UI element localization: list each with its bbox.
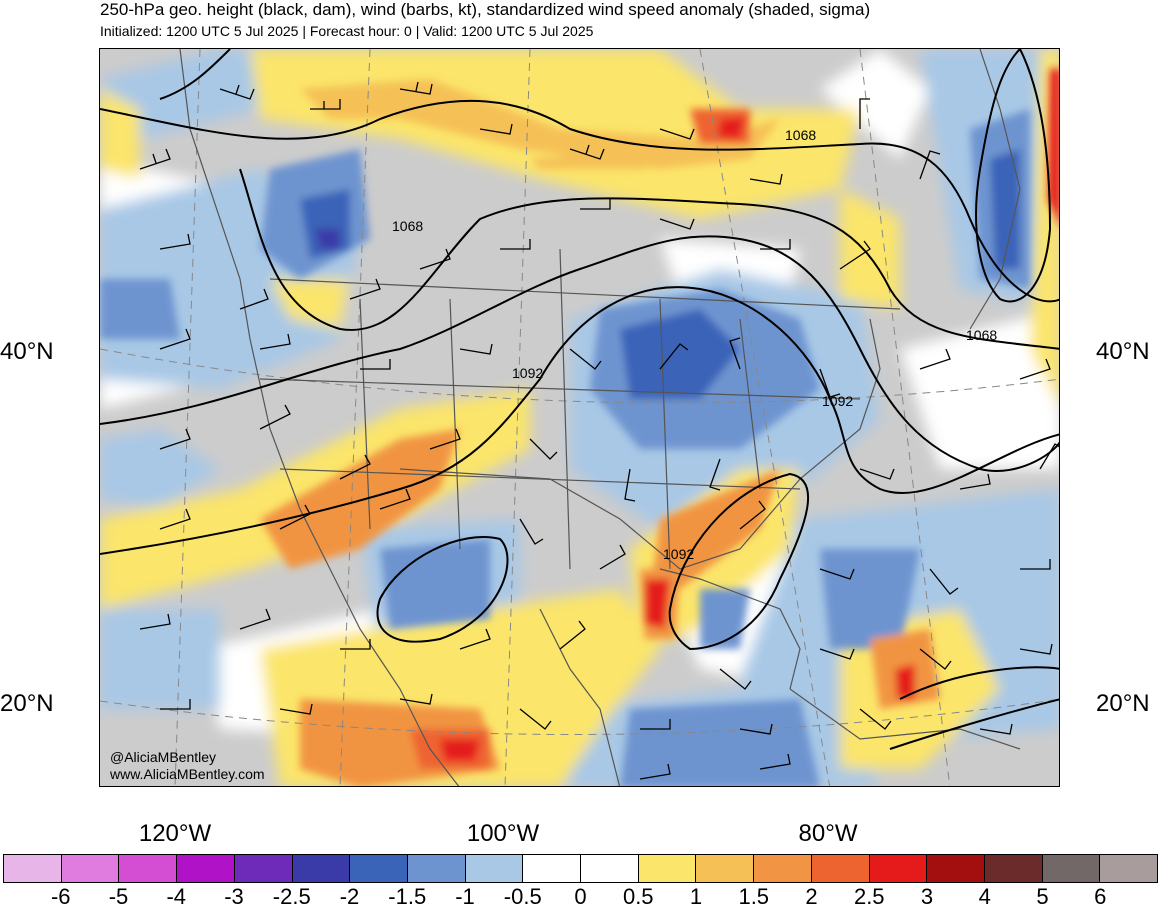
anomaly-shading-strong (100, 69, 1059, 786)
colorbar-swatch (638, 855, 697, 882)
colorbar-label: 0 (574, 884, 587, 909)
colorbar-label: -2 (339, 884, 360, 909)
colorbar-label: -2.5 (272, 884, 311, 909)
colorbar-swatch (465, 855, 524, 882)
map-panel[interactable]: 1068 1068 1068 1092 1092 1092 (99, 48, 1060, 787)
colorbar-label: 6 (1094, 884, 1107, 909)
colorbar (3, 854, 1158, 883)
contour-label: 1068 (392, 218, 423, 234)
colorbar-label: 1 (689, 884, 703, 909)
colorbar-label: 2 (805, 884, 818, 909)
lon-label-80w: 80°W (798, 820, 858, 847)
colorbar-swatch (1100, 855, 1158, 882)
graticule (100, 49, 1059, 786)
colorbar-label: 1.5 (738, 884, 770, 909)
colorbar-swatch (754, 855, 812, 882)
colorbar-swatch (61, 855, 120, 882)
lon-label-120w: 120°W (138, 820, 212, 847)
colorbar-label: 2.5 (853, 884, 885, 909)
lon-label-100w: 100°W (466, 820, 540, 847)
colorbar-label: -5 (108, 884, 129, 909)
colorbar-swatch (119, 855, 178, 882)
contour-label: 1092 (663, 546, 694, 562)
political-borders (179, 49, 1021, 786)
colorbar-label: -4 (166, 884, 187, 909)
colorbar-swatch (234, 855, 293, 882)
height-contours (100, 49, 1059, 750)
contour-label: 1092 (822, 393, 853, 409)
colorbar-label: -1.5 (388, 884, 427, 909)
credit-handle: @AliciaMBentley (110, 749, 217, 765)
colorbar-swatch (869, 855, 928, 882)
contour-label: 1068 (785, 127, 816, 143)
credit-website: www.AliciaMBentley.com (110, 766, 265, 782)
colorbar-label: -6 (50, 884, 71, 909)
colorbar-label: -3 (224, 884, 244, 909)
map-canvas: 1068 1068 1068 1092 1092 1092 (100, 49, 1059, 786)
colorbar-label: 3 (920, 884, 934, 909)
lat-label-40n-left: 40°N (0, 338, 54, 365)
colorbar-swatch (177, 855, 235, 882)
chart-subtitle: Initialized: 1200 UTC 5 Jul 2025 | Forec… (100, 23, 594, 39)
colorbar-label: 4 (978, 884, 991, 909)
colorbar-swatch (811, 855, 870, 882)
colorbar-swatch (350, 855, 408, 882)
wind-barbs (139, 81, 1059, 780)
contour-label: 1092 (512, 365, 543, 381)
lat-label-20n-right: 20°N (1096, 690, 1150, 717)
colorbar-swatch (523, 855, 582, 882)
lat-label-20n-left: 20°N (0, 690, 54, 717)
lat-label-40n-right: 40°N (1096, 338, 1150, 365)
contour-label-group: 1068 1068 1068 1092 1092 1092 (392, 127, 997, 562)
chart-title: 250-hPa geo. height (black, dam), wind (… (100, 0, 871, 19)
colorbar-label: 0.5 (622, 884, 654, 909)
colorbar-swatch (696, 855, 755, 882)
colorbar-swatch (1042, 855, 1101, 882)
contour-label: 1068 (966, 327, 997, 343)
colorbar-label: 5 (1036, 884, 1049, 909)
colorbar-swatch (407, 855, 466, 882)
colorbar-label: -0.5 (503, 884, 542, 909)
colorbar-swatch (581, 855, 639, 882)
colorbar-swatch (984, 855, 1043, 882)
colorbar-swatch (927, 855, 985, 882)
colorbar-label: -1 (455, 884, 475, 909)
colorbar-swatch (292, 855, 351, 882)
colorbar-swatch (4, 855, 62, 882)
